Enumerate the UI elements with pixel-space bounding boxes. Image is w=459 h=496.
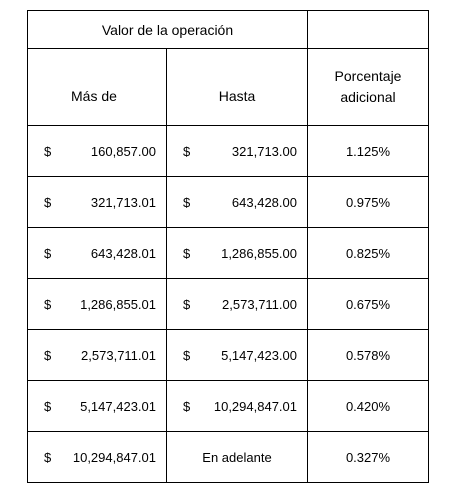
- percent-cell: 0.975%: [307, 176, 429, 228]
- to-cell: $5,147,423.00: [166, 329, 308, 381]
- from-amount: 5,147,423.01: [80, 398, 156, 414]
- from-cell: $160,857.00: [27, 125, 167, 177]
- currency-symbol: $: [183, 143, 191, 159]
- to-amount: 5,147,423.00: [221, 347, 297, 363]
- percent-cell: 0.420%: [307, 380, 429, 432]
- from-cell: $321,713.01: [27, 176, 167, 228]
- to-cell: $10,294,847.01: [166, 380, 308, 432]
- to-amount: 321,713.00: [231, 143, 297, 159]
- currency-symbol: $: [44, 398, 52, 414]
- percent-cell: 1.125%: [307, 125, 429, 177]
- table-row: $5,147,423.01 $10,294,847.01 0.420%: [27, 380, 429, 432]
- table-row: $10,294,847.01 En adelante 0.327%: [27, 431, 429, 483]
- currency-symbol: $: [183, 245, 191, 261]
- empty-header-cell: [307, 10, 429, 49]
- to-cell-onward: En adelante: [166, 431, 308, 483]
- table-row: $2,573,711.01 $5,147,423.00 0.578%: [27, 329, 429, 381]
- table-row: $1,286,855.01 $2,573,711.00 0.675%: [27, 278, 429, 330]
- header-percent-line1: Porcentaje: [334, 68, 402, 84]
- percent-cell: 0.578%: [307, 329, 429, 381]
- currency-symbol: $: [44, 194, 52, 210]
- from-amount: 643,428.01: [90, 245, 156, 261]
- from-amount: 160,857.00: [90, 143, 156, 159]
- percent-cell: 0.327%: [307, 431, 429, 483]
- from-amount: 1,286,855.01: [80, 296, 156, 312]
- to-amount: 10,294,847.01: [213, 398, 297, 414]
- rates-table: Valor de la operación Más de Hasta Porce…: [27, 10, 429, 483]
- currency-symbol: $: [183, 296, 191, 312]
- currency-symbol: $: [183, 347, 191, 363]
- from-cell: $1,286,855.01: [27, 278, 167, 330]
- currency-symbol: $: [183, 398, 191, 414]
- to-amount: 1,286,855.00: [221, 245, 297, 261]
- table-row: $160,857.00 $321,713.00 1.125%: [27, 125, 429, 177]
- to-amount: 643,428.00: [231, 194, 297, 210]
- header-row: Más de Hasta Porcentaje adicional: [27, 48, 429, 126]
- currency-symbol: $: [44, 347, 52, 363]
- from-cell: $5,147,423.01: [27, 380, 167, 432]
- from-cell: $643,428.01: [27, 227, 167, 279]
- header-from: Más de: [27, 48, 167, 126]
- from-cell: $10,294,847.01: [27, 431, 167, 483]
- from-amount: 321,713.01: [90, 194, 156, 210]
- to-cell: $643,428.00: [166, 176, 308, 228]
- to-cell: $2,573,711.00: [166, 278, 308, 330]
- percent-cell: 0.675%: [307, 278, 429, 330]
- header-percent-line2: adicional: [340, 89, 396, 105]
- to-cell: $1,286,855.00: [166, 227, 308, 279]
- currency-symbol: $: [183, 194, 191, 210]
- currency-symbol: $: [44, 245, 52, 261]
- table-title: Valor de la operación: [27, 10, 308, 49]
- to-cell: $321,713.00: [166, 125, 308, 177]
- currency-symbol: $: [44, 143, 52, 159]
- currency-symbol: $: [44, 296, 52, 312]
- from-cell: $2,573,711.01: [27, 329, 167, 381]
- from-amount: 10,294,847.01: [72, 449, 156, 465]
- header-to: Hasta: [166, 48, 308, 126]
- title-row: Valor de la operación: [27, 10, 429, 49]
- header-percent: Porcentaje adicional: [307, 48, 429, 126]
- table-row: $321,713.01 $643,428.00 0.975%: [27, 176, 429, 228]
- table-row: $643,428.01 $1,286,855.00 0.825%: [27, 227, 429, 279]
- currency-symbol: $: [44, 449, 52, 465]
- percent-cell: 0.825%: [307, 227, 429, 279]
- from-amount: 2,573,711.01: [81, 347, 156, 363]
- to-amount: 2,573,711.00: [222, 296, 297, 312]
